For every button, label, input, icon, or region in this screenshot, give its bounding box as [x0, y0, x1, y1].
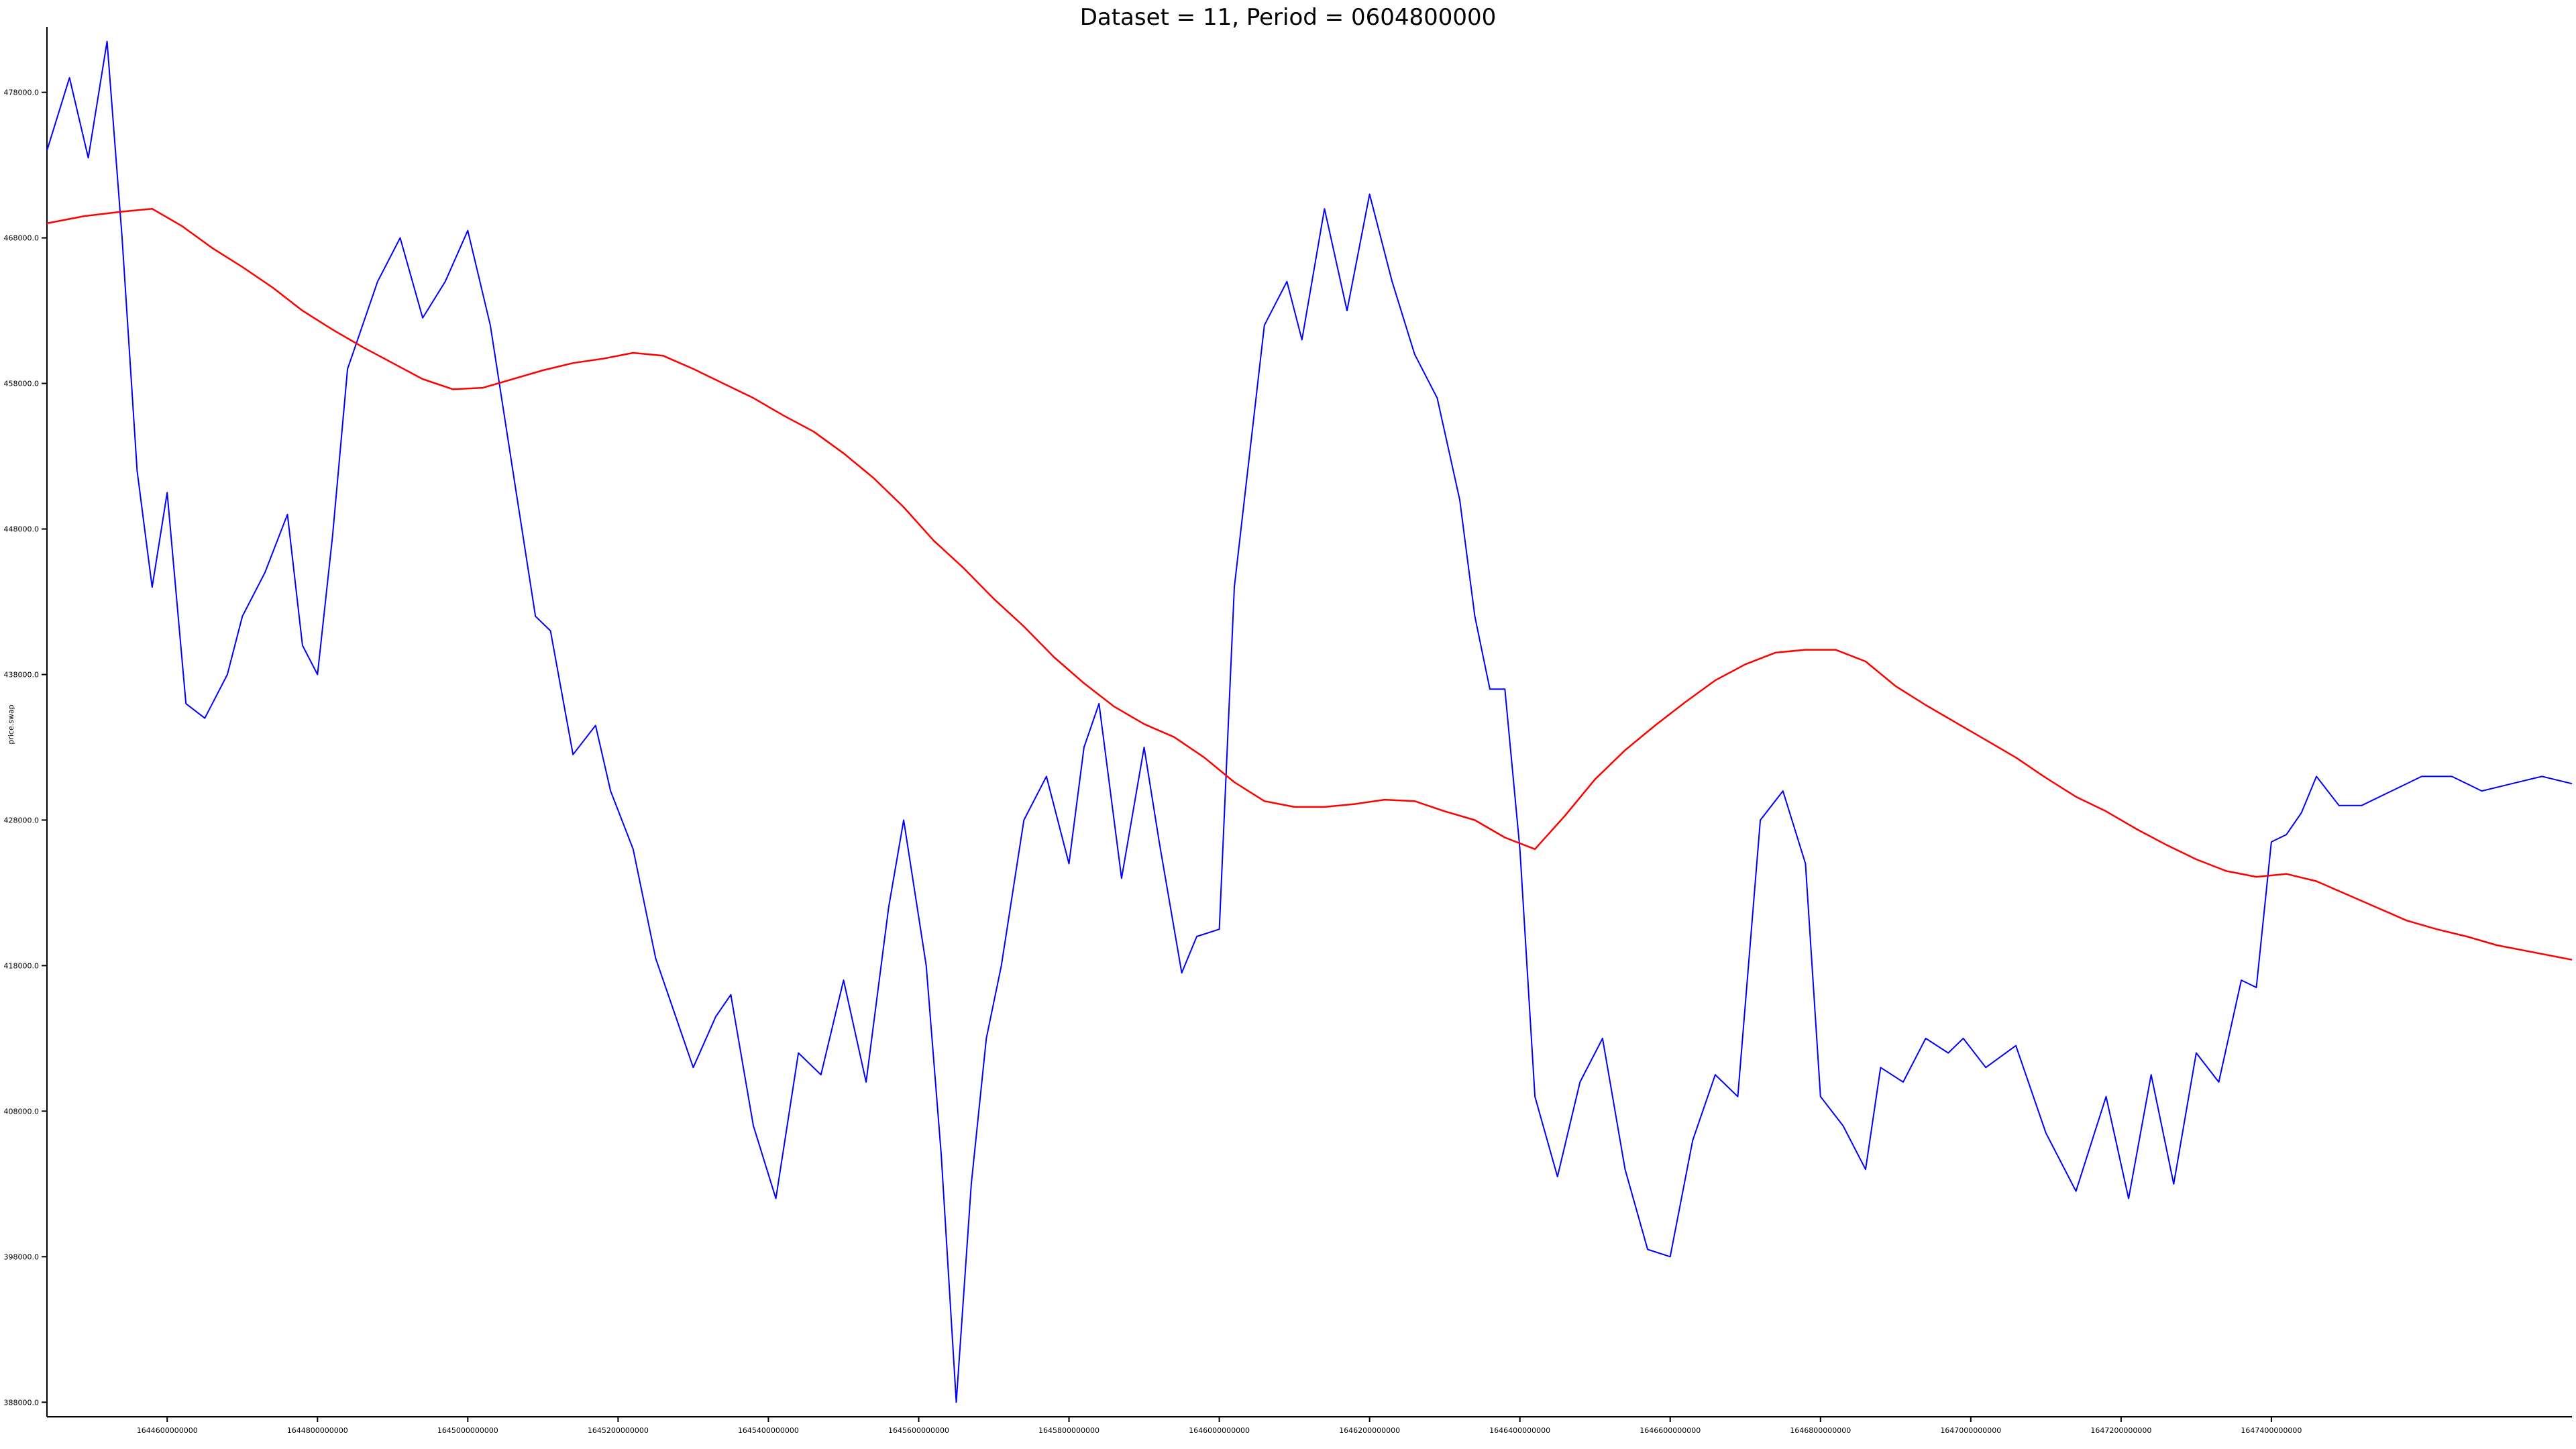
series-layer — [46, 40, 2573, 1403]
x-tick-label: 1646000000000 — [1189, 1426, 1250, 1435]
y-tick-label: 408000.0 — [4, 1107, 40, 1116]
x-tick-label: 1645600000000 — [888, 1426, 949, 1435]
x-tick-label: 1645200000000 — [588, 1426, 649, 1435]
x-tick-label: 1644600000000 — [137, 1426, 198, 1435]
x-tick-label: 1647200000000 — [2090, 1426, 2151, 1435]
y-tick-label: 458000.0 — [4, 380, 40, 388]
x-tick-label: 1647000000000 — [1940, 1426, 2001, 1435]
y-ticks: 388000.0 398000.0 408000.0 418000.0 428000.0… — [4, 89, 47, 1407]
y-tick-label: 418000.0 — [4, 961, 40, 970]
y-tick-label: 448000.0 — [4, 525, 40, 534]
series-line-1 — [46, 40, 2573, 1403]
x-tick-label: 1645400000000 — [738, 1426, 799, 1435]
x-tick-label: 1644800000000 — [287, 1426, 348, 1435]
chart-axes — [46, 27, 2572, 1417]
x-tick-label: 1646600000000 — [1640, 1426, 1701, 1435]
x-tick-label: 1647400000000 — [2241, 1426, 2302, 1435]
chart-title: Dataset = 11, Period = 0604800000 — [1079, 4, 1497, 31]
x-tick-label: 1646200000000 — [1339, 1426, 1400, 1435]
x-ticks: 1644600000000 1644800000000 1645000000000 1… — [137, 1417, 2302, 1435]
y-tick-label: 478000.0 — [4, 89, 40, 97]
x-tick-label: 1646400000000 — [1489, 1426, 1550, 1435]
series-line-2 — [46, 207, 2573, 961]
y-tick-label: 388000.0 — [4, 1398, 40, 1407]
y-tick-label: 438000.0 — [4, 670, 40, 679]
y-axis-label: price.swap — [7, 704, 15, 744]
y-tick-label: 428000.0 — [4, 816, 40, 824]
x-tick-label: 1646800000000 — [1790, 1426, 1851, 1435]
x-tick-label: 1645000000000 — [437, 1426, 498, 1435]
y-tick-label: 398000.0 — [4, 1252, 40, 1261]
x-tick-label: 1645800000000 — [1038, 1426, 1099, 1435]
y-tick-label: 468000.0 — [4, 234, 40, 243]
